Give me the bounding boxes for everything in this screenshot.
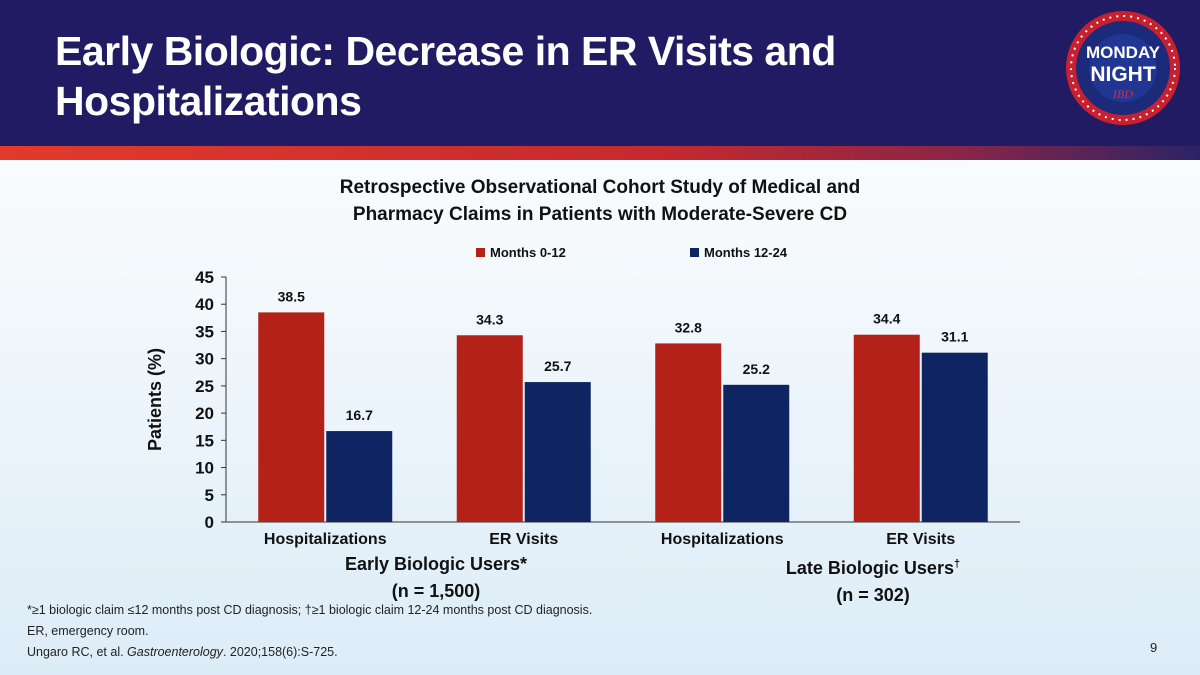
bar-value-label: 34.3	[476, 311, 503, 327]
y-tick-label: 15	[195, 431, 214, 450]
x-category-label: Hospitalizations	[264, 531, 387, 548]
group-name-early: Early Biologic Users	[344, 554, 521, 574]
bar-value-label: 16.7	[346, 407, 373, 423]
legend-swatch-navy	[690, 248, 699, 257]
group-label-late: Late Biologic Users† (n = 302)	[723, 551, 1023, 609]
citation: Ungaro RC, et al. Gastroenterology. 2020…	[27, 642, 592, 663]
group-mark-late: †	[953, 558, 961, 570]
legend-swatch-red	[476, 248, 485, 257]
legend-label-months-0-12: Months 0-12	[490, 245, 566, 260]
bar-value-label: 31.1	[941, 329, 968, 345]
bar-months-0-12	[456, 335, 523, 522]
bar-value-label: 25.2	[743, 361, 770, 377]
footnote-definitions: *≥1 biologic claim ≤12 months post CD di…	[27, 603, 593, 617]
bar-months-12-24	[723, 384, 790, 522]
group-name-late: Late Biologic Users	[785, 558, 954, 578]
bar-months-0-12	[258, 312, 325, 522]
legend-item-months-0-12: Months 0-12	[476, 245, 566, 260]
footnotes: *≥1 biologic claim ≤12 months post CD di…	[27, 600, 592, 663]
logo-text-night: NIGHT	[1090, 63, 1156, 86]
bar-value-label: 38.5	[278, 288, 305, 304]
page-number: 9	[1150, 640, 1158, 655]
bar-months-0-12	[655, 343, 722, 522]
footnote-abbreviation: ER, emergency room.	[27, 624, 149, 638]
y-axis-title: Patients (%)	[145, 348, 165, 451]
y-tick-label: 25	[195, 377, 214, 396]
bar-months-12-24	[921, 352, 988, 522]
y-tick-label: 45	[195, 268, 214, 287]
chart-title-line-1: Retrospective Observational Cohort Study…	[339, 177, 861, 198]
logo-text-ibd: IBD	[1112, 87, 1133, 101]
bar-months-0-12	[853, 334, 920, 522]
bar-value-label: 32.8	[675, 319, 702, 335]
group-label-early: Early Biologic Users* (n = 1,500)	[286, 551, 586, 605]
y-tick-label: 35	[195, 322, 214, 341]
y-tick-label: 10	[195, 459, 214, 478]
slide-title: Early Biologic: Decrease in ER Visits an…	[55, 28, 836, 124]
group-n-early: (n = 1,500)	[391, 581, 481, 601]
chart-title-line-2: Pharmacy Claims in Patients with Moderat…	[352, 204, 848, 225]
y-tick-label: 0	[205, 513, 214, 532]
x-category-label: ER Visits	[489, 531, 558, 548]
header-stripe	[0, 146, 1200, 160]
bar-value-label: 25.7	[544, 358, 571, 374]
logo-text-monday: MONDAY	[1086, 43, 1161, 62]
group-n-late: (n = 302)	[836, 585, 910, 605]
citation-details: . 2020;158(6):S-725.	[222, 645, 338, 659]
bar-months-12-24	[326, 431, 393, 522]
x-category-label: ER Visits	[886, 531, 955, 548]
group-mark-early: *	[520, 554, 528, 574]
citation-journal: Gastroenterology	[127, 645, 223, 659]
x-category-label: Hospitalizations	[661, 531, 784, 548]
y-tick-label: 20	[195, 404, 214, 423]
bar-months-12-24	[524, 382, 591, 522]
bar-value-label: 34.4	[873, 311, 900, 327]
citation-authors: Ungaro RC, et al.	[27, 645, 128, 659]
y-tick-label: 30	[195, 350, 214, 369]
chart-title: Retrospective Observational Cohort Study…	[250, 174, 950, 228]
legend-item-months-12-24: Months 12-24	[690, 245, 787, 260]
y-tick-label: 40	[195, 295, 214, 314]
header-bar	[0, 0, 1200, 146]
y-tick-label: 5	[205, 486, 214, 505]
legend-label-months-12-24: Months 12-24	[704, 245, 788, 260]
monday-night-ibd-logo: MONDAY NIGHT IBD	[1066, 11, 1180, 125]
